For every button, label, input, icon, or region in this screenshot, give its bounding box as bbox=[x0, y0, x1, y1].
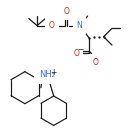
Text: −: − bbox=[77, 45, 83, 54]
Text: NH₂: NH₂ bbox=[39, 70, 55, 79]
Text: O: O bbox=[49, 21, 55, 30]
Text: N: N bbox=[76, 21, 82, 30]
Text: O: O bbox=[92, 58, 98, 67]
Text: O: O bbox=[73, 49, 79, 58]
Text: O: O bbox=[64, 7, 69, 16]
Text: +: + bbox=[51, 68, 57, 77]
